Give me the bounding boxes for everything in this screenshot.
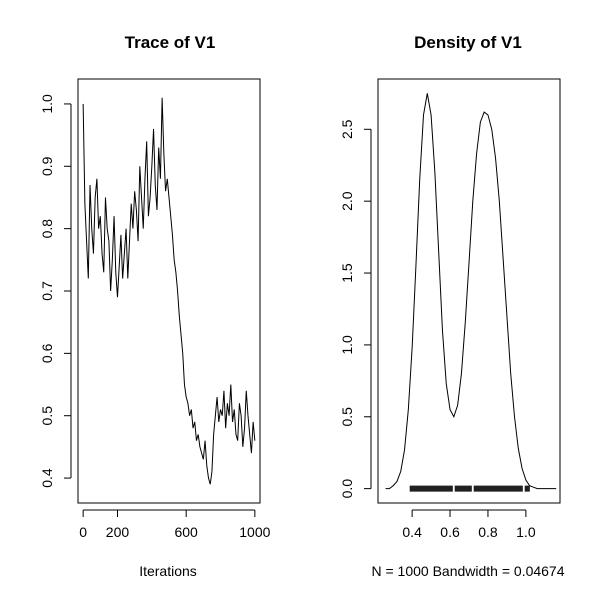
density-axes: 0.4 0.6 0.8 1.0 0.0 0.5 1.0 1.5 2.0 2.5	[339, 119, 536, 540]
y-tick-label: 0.4	[39, 468, 55, 488]
y-tick-label: 1.5	[339, 263, 355, 283]
y-tick-label: 0.7	[39, 281, 55, 301]
trace-panel: Trace of V1 0 200 600 1000 0.4 0.5 0.6 0.7 0.8 0.…	[39, 33, 271, 579]
x-tick-label: 600	[174, 524, 198, 540]
y-tick-label: 0.9	[39, 156, 55, 176]
x-tick-label: 1.0	[516, 524, 536, 540]
y-tick-label: 0.5	[339, 407, 355, 427]
trace-x-axis-label: Iterations	[139, 563, 197, 579]
y-tick-label: 1.0	[39, 94, 55, 114]
trace-title: Trace of V1	[125, 33, 216, 52]
density-rug	[409, 485, 530, 492]
y-tick-label: 0.6	[39, 343, 55, 363]
trace-axes: 0 200 600 1000 0.4 0.5 0.6 0.7 0.8 0.9 1.0	[39, 94, 271, 540]
x-tick-label: 0	[79, 524, 87, 540]
y-tick-label: 0.0	[339, 479, 355, 499]
density-x-axis-label: N = 1000 Bandwidth = 0.04674	[371, 563, 564, 579]
y-tick-label: 2.5	[339, 119, 355, 139]
x-tick-label: 0.4	[402, 524, 422, 540]
density-panel: Density of V1 0.4 0.6 0.8 1.0 0.0 0.5 1.0 1.5 2.…	[339, 33, 565, 579]
density-series-line	[385, 93, 557, 490]
y-tick-label: 1.0	[339, 335, 355, 355]
x-tick-label: 0.6	[440, 524, 460, 540]
y-tick-label: 0.8	[39, 219, 55, 239]
x-tick-label: 0.8	[478, 524, 498, 540]
x-tick-label: 1000	[239, 524, 270, 540]
x-tick-label: 200	[106, 524, 130, 540]
trace-plot-frame	[77, 78, 261, 504]
y-tick-label: 0.5	[39, 406, 55, 426]
density-plot-frame	[377, 78, 561, 504]
trace-series-line	[82, 97, 256, 485]
y-tick-label: 2.0	[339, 191, 355, 211]
density-title: Density of V1	[414, 33, 522, 52]
